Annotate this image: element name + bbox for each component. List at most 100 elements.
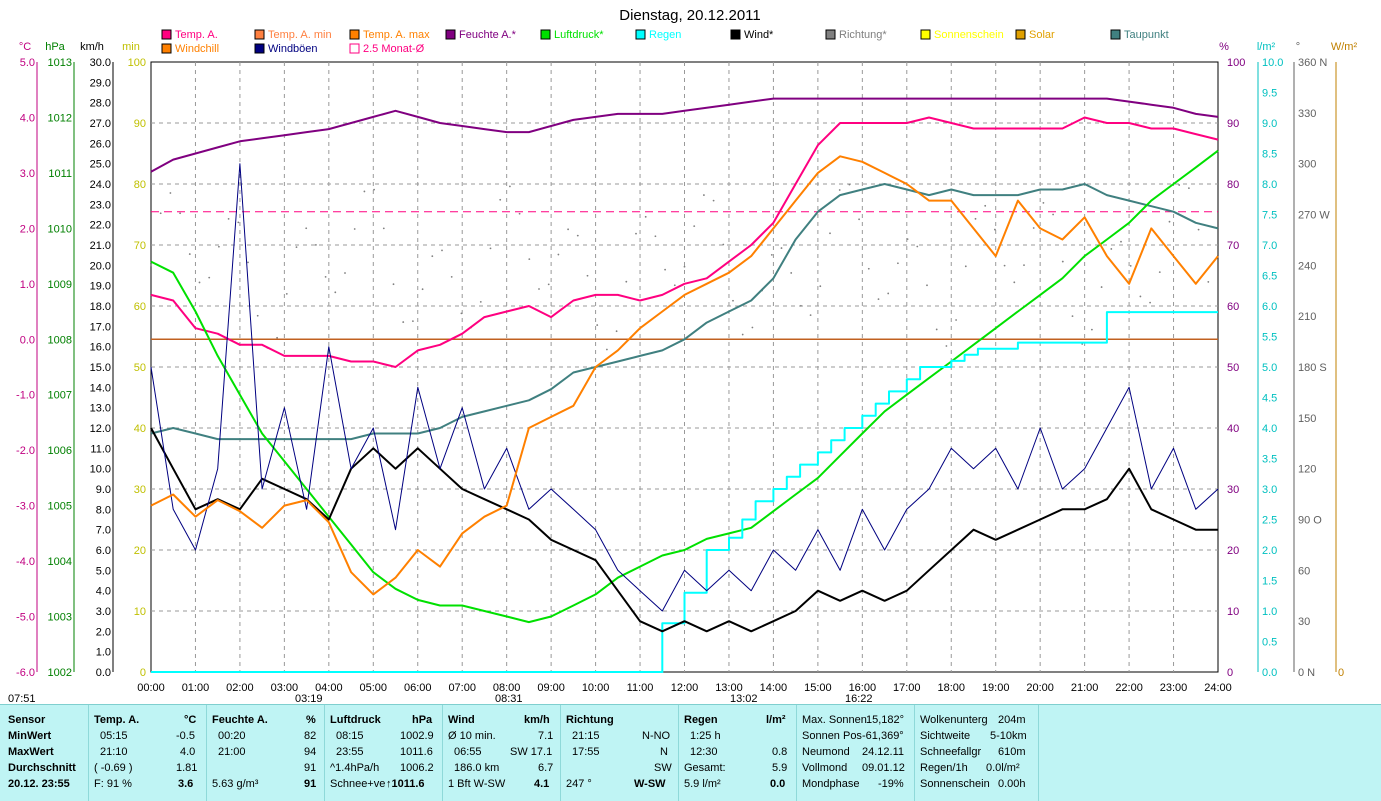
axis-wind-tick-1: 29.0 [90,77,111,89]
x-tick-10: 10:00 [582,682,610,694]
stats-rain-current: 0.0 [770,778,786,790]
direction-point-3 [179,212,182,215]
stats-rain-v2: 0.8 [772,746,788,758]
stats-sun-label-1: Sonnen Pos [802,730,862,742]
stats-col-sun: Max. Sonnen 15,182° Sonnen Pos -61,369° … [796,705,915,801]
legend-swatch-5 [635,29,646,40]
stats-humidity-header: Feuchte A. [212,714,268,726]
stats-humidity-min: 82 [304,730,317,742]
legend-label-10: Taupunkt [1124,29,1169,41]
series-line-3 [150,149,1219,624]
legend-label-11: Windchill [175,43,219,55]
x-tick-3: 03:00 [271,682,299,694]
x-tick-20: 20:00 [1026,682,1054,694]
stats-rain-total-label: Gesamt: [684,762,726,774]
axis-rain-tick-12: 4.0 [1262,423,1277,435]
axis-direction-tick-11: 30 [1298,616,1310,628]
axis-unit-3: min [122,41,140,53]
axis-sun-tick-5: 50 [134,362,146,374]
stats-sun-label-3: Vollmond [802,762,848,774]
x-tick-17: 17:00 [893,682,921,694]
direction-point-27 [412,320,414,322]
direction-point-99 [1110,248,1113,250]
direction-point-61 [741,333,744,336]
axis-humidity-tick-5: 50 [1227,362,1239,374]
direction-point-57 [703,194,705,196]
stats-sun-value-3: 09.01.12 [862,762,905,774]
axis-pressure-tick-5: 1008 [48,334,72,346]
direction-point-20 [344,272,346,274]
axis-rain-tick-9: 5.5 [1262,332,1277,344]
marker-dawn: 07:51 [8,693,36,704]
direction-point-19 [334,291,337,294]
x-tick-19: 19:00 [982,682,1010,694]
legend-label-7: Richtung* [839,29,887,41]
stats-pressure-current: ↑1011.6 [386,778,425,790]
x-tick-16: 16:00 [849,682,877,694]
axis-temp-tick-4: 1.0 [20,279,35,291]
series-line-5 [150,427,1218,633]
direction-point-41 [547,283,550,286]
direction-point-5 [198,281,201,284]
axis-rain-tick-4: 8.0 [1262,179,1277,191]
direction-point-46 [596,324,599,326]
stats-direction-current: W-SW [634,778,666,790]
stats-humidity-current: 91 [304,778,317,790]
axis-rain-tick-15: 2.5 [1262,515,1277,527]
stats-col-misc: Wolkenunterg 204m Sichtweite 5-10km Schn… [914,705,1039,801]
axis-wind-tick-27: 3.0 [96,606,111,618]
axis-wind-tick-13: 17.0 [90,321,111,333]
stats-rain-month: 5.9 l/m² [684,778,721,790]
legend-swatch-7 [825,29,836,40]
axis-wind-tick-21: 9.0 [96,484,111,496]
stats-temp-current: 3.6 [178,778,194,790]
x-tick-0: 00:00 [137,682,165,694]
direction-point-30 [441,249,443,252]
axis-rain-tick-3: 8.5 [1262,149,1277,161]
axis-unit-7: W/m² [1331,41,1358,53]
stats-rain-total: 5.9 [772,762,788,774]
direction-point-71 [838,189,841,191]
stats-temp-max-time: 21:10 [100,746,128,758]
stats-wind-unit: km/h [524,714,550,726]
stats-col-wind: Wind km/h Ø 10 min. 7.1 06:55 SW 17.1 18… [442,705,561,801]
marker-dusk: 08:31 [495,693,523,704]
axis-direction-tick-4: 240 [1298,260,1316,272]
stats-direction-t2: 17:55 [572,746,600,758]
direction-point-31 [450,275,453,278]
axis-wind-tick-7: 23.0 [90,199,111,211]
direction-point-101 [1129,264,1132,267]
axis-wind-tick-9: 21.0 [90,240,111,252]
axis-wind-tick-16: 14.0 [90,382,111,394]
axis-wind-tick-2: 28.0 [90,98,111,110]
direction-point-36 [499,198,502,201]
direction-point-51 [644,215,647,218]
direction-point-2 [169,192,172,194]
direction-point-52 [654,235,657,238]
axis-humidity-tick-10: 0 [1227,667,1233,679]
series-line-4 [151,311,1218,673]
direction-point-70 [829,232,831,235]
legend-label-12: Windböen [268,43,318,55]
stats-misc-label-0: Wolkenunterg [920,714,988,726]
axis-rain-tick-7: 6.5 [1262,271,1277,283]
axis-temp-tick-0: 5.0 [20,57,35,69]
direction-point-84 [964,265,967,268]
axis-wind-tick-29: 1.0 [96,647,111,659]
direction-point-95 [1071,315,1074,318]
direction-point-59 [722,243,725,246]
direction-point-85 [974,217,977,220]
axis-unit-1: hPa [45,41,65,53]
x-tick-14: 14:00 [760,682,788,694]
legend-label-8: Sonnenschein [934,29,1004,41]
direction-point-6 [208,276,211,279]
axis-wind-tick-12: 18.0 [90,301,111,313]
direction-point-79 [916,245,919,248]
axis-temp-tick-8: -3.0 [16,501,35,513]
stats-humidity-abs: 5.63 g/m³ [212,778,259,790]
direction-point-65 [780,247,783,249]
direction-point-92 [1042,201,1045,204]
series-line-2 [150,97,1219,173]
direction-point-83 [955,319,957,321]
direction-point-48 [615,330,618,333]
